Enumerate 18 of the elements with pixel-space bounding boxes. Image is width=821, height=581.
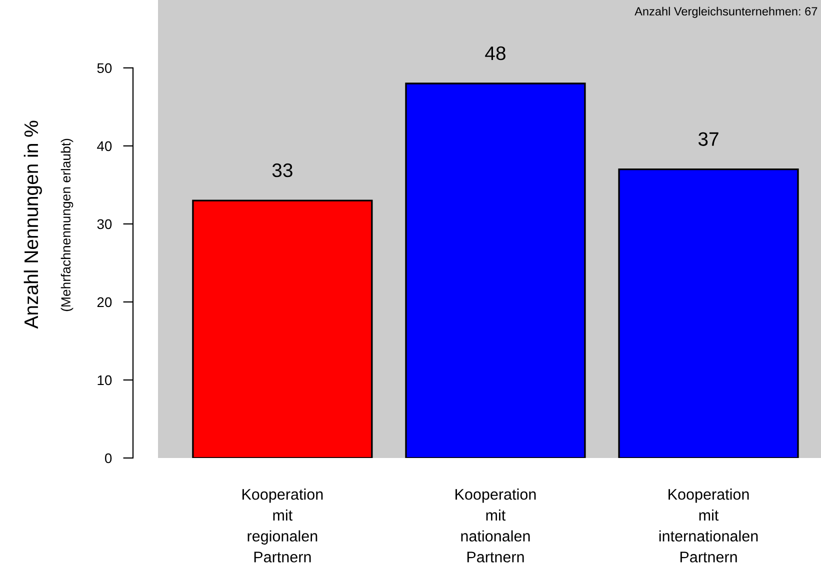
y-tick-label: 50 xyxy=(97,63,112,74)
data-label: 37 xyxy=(698,132,718,146)
bar xyxy=(405,82,586,458)
y-tick-label: 0 xyxy=(104,453,112,464)
bar xyxy=(192,200,373,458)
x-tick-label: Kooperation mit nationalen Partnern xyxy=(456,488,536,562)
text: (Mehrfachnennungen erlaubt) xyxy=(60,138,74,312)
bar xyxy=(618,168,799,458)
y-tick-label: 20 xyxy=(97,297,112,308)
x-tick-label: Kooperation mit internationalen Partnern xyxy=(659,488,758,562)
y-tick-label: 10 xyxy=(98,375,112,386)
y-axis-title: Anzahl Nennungen in % xyxy=(24,120,42,329)
annotation: Anzahl Vergleichsunternehmen: 67 xyxy=(634,6,818,18)
y-tick-label: 40 xyxy=(97,141,112,152)
x-tick-label: Kooperation mit regionalen Partnern xyxy=(242,488,323,562)
y-tick-label: 30 xyxy=(97,219,112,230)
data-label: 33 xyxy=(272,163,292,178)
data-label: 48 xyxy=(485,46,506,60)
